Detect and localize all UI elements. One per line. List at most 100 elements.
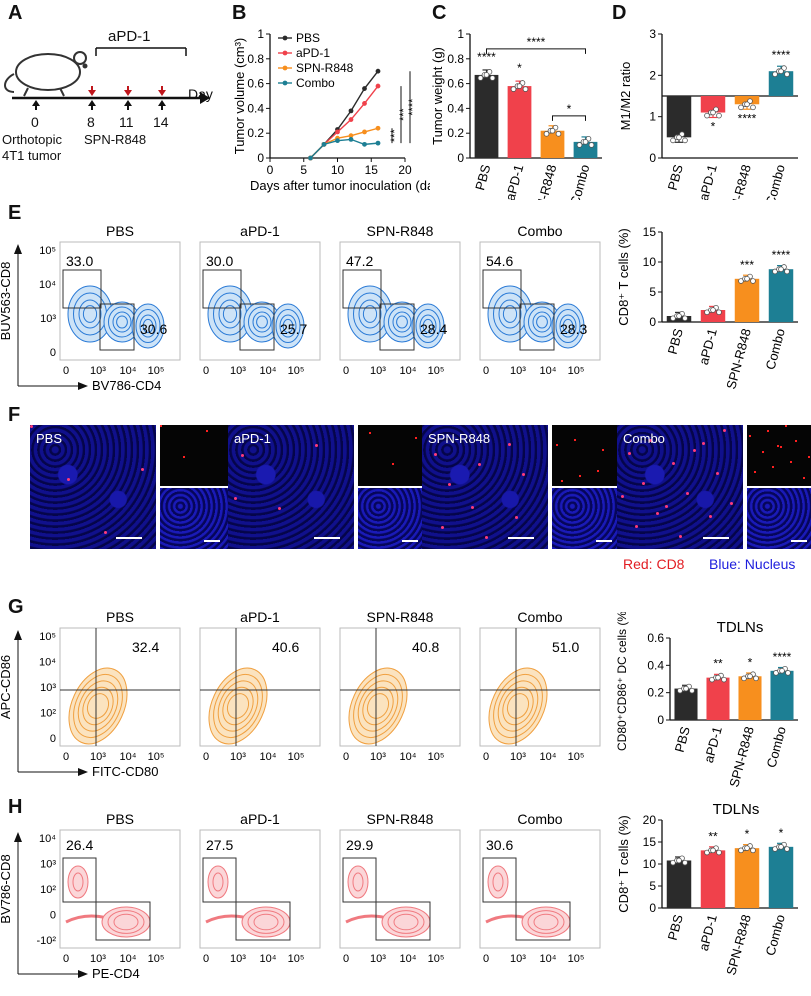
flow-group-title: PBS <box>106 811 134 827</box>
series-line <box>310 138 379 159</box>
data-point <box>588 142 595 148</box>
sig-bracket <box>486 48 586 54</box>
flow-group-title: SPN-R848 <box>367 609 434 625</box>
x-tick-label: 10³ <box>230 751 246 763</box>
gate-value-cd4: 28.3 <box>560 321 587 337</box>
scale-bar <box>596 540 612 542</box>
quadrant-value: 51.0 <box>552 639 579 655</box>
cd8-signal <box>278 507 281 510</box>
if-image-cd8 <box>358 425 426 486</box>
x-tick-label: 10⁵ <box>568 751 585 763</box>
category-label: SPN-R848 <box>723 163 754 200</box>
flow-x-label: BV786-CD4 <box>92 378 161 393</box>
gate-cd8 <box>62 269 102 309</box>
data-point <box>744 276 750 282</box>
panel-label-b: B <box>232 2 247 24</box>
tick-label: 3 <box>649 27 656 41</box>
density-contour <box>532 311 552 333</box>
tick-label: 0.8 <box>247 52 264 66</box>
y-tick-label: 10³ <box>40 313 56 325</box>
legend-label: aPD-1 <box>296 46 330 60</box>
data-point <box>716 849 722 856</box>
category-label: SPN-R848 <box>723 913 754 977</box>
density-contour <box>527 910 565 934</box>
density-contour <box>82 686 114 726</box>
y-tick-label: 10⁴ <box>39 657 56 669</box>
flow-x-label: PE-CD4 <box>92 966 140 981</box>
category-label: PBS <box>472 163 493 192</box>
density-contour <box>212 872 224 892</box>
sig-label: * <box>711 120 716 134</box>
gate-value-cd8: 54.6 <box>486 253 513 269</box>
tick-label: 0 <box>257 151 264 165</box>
data-point <box>683 685 689 692</box>
density-contour <box>282 318 294 334</box>
density-contour <box>559 314 577 338</box>
gate-value-cd8: 47.2 <box>346 253 373 269</box>
x-tick-label: 0 <box>343 953 349 965</box>
x-tick-label: 0 <box>343 751 349 763</box>
x-tick-label: 0 <box>483 365 489 377</box>
panel-label-a: A <box>8 2 23 24</box>
bar <box>666 860 692 908</box>
tick-label: 0 <box>649 315 656 329</box>
y-tick-label: 0 <box>50 347 56 359</box>
tick-label: 10 <box>643 857 657 871</box>
x-tick-label: 10⁵ <box>148 953 165 965</box>
flow-group-title: aPD-1 <box>240 811 280 827</box>
model-label: Orthotopic <box>2 132 62 147</box>
legend-marker <box>282 50 288 56</box>
data-point <box>516 83 523 89</box>
sig-label: **** <box>527 35 546 49</box>
tick-label: 20 <box>398 163 412 177</box>
density-contour <box>502 686 534 726</box>
legend-marker <box>282 35 288 41</box>
density-contour <box>218 299 242 329</box>
sig-label: **** <box>738 111 757 125</box>
y-tick-label: 10⁴ <box>39 279 56 291</box>
x-tick-label: 10³ <box>370 751 386 763</box>
gate-cd8 <box>202 857 237 903</box>
cd8-signal <box>762 451 764 453</box>
tick-label: 0.2 <box>447 126 464 140</box>
y-axis-label: Tumor weight (g) <box>430 47 445 145</box>
treatment-label: aPD-1 <box>108 28 151 45</box>
x-tick-label: 10⁴ <box>400 953 417 965</box>
data-point <box>670 137 676 144</box>
x-tick-label: 0 <box>203 751 209 763</box>
flow-group-title: PBS <box>106 223 134 239</box>
density-contour <box>73 674 123 738</box>
density-contour <box>392 311 412 333</box>
density-contour <box>419 314 437 338</box>
agent-label: SPN-R848 <box>84 132 147 147</box>
x-tick-label: 10⁴ <box>400 365 417 377</box>
cd8-signal <box>508 443 511 446</box>
bar <box>770 670 794 720</box>
data-point <box>308 155 313 161</box>
chart-cd8-tumor: 0 5 10 15 CD8⁺ T cells (%) PBS aPD-1 SPN-R848 **… <box>616 225 798 391</box>
cd8-signal <box>777 445 779 447</box>
y-tick-label: 10³ <box>40 682 56 694</box>
legend-label: SPN-R848 <box>296 61 354 75</box>
x-tick-label: 10⁵ <box>568 953 585 965</box>
density-contour <box>82 305 98 323</box>
density-contour <box>562 318 574 334</box>
y-tick-label: 0 <box>50 733 56 745</box>
density-contour <box>352 872 364 892</box>
x-tick-label: 10³ <box>90 953 106 965</box>
data-point <box>715 674 721 681</box>
tick-label: 15 <box>643 225 657 239</box>
tick-label: 0 <box>649 151 656 165</box>
if-image-merged: PBS <box>30 425 156 549</box>
day-14: 14 <box>153 114 169 130</box>
cd8-signal <box>730 502 733 505</box>
if-image-merged: Combo <box>617 425 743 549</box>
gate-cd4 <box>99 303 135 351</box>
gate-value-cd4: 28.4 <box>420 321 447 337</box>
density-contour <box>116 315 128 329</box>
if-image-merged: aPD-1 <box>228 425 354 549</box>
legend-marker <box>282 80 288 86</box>
gate-value-cd4: 25.7 <box>280 321 307 337</box>
